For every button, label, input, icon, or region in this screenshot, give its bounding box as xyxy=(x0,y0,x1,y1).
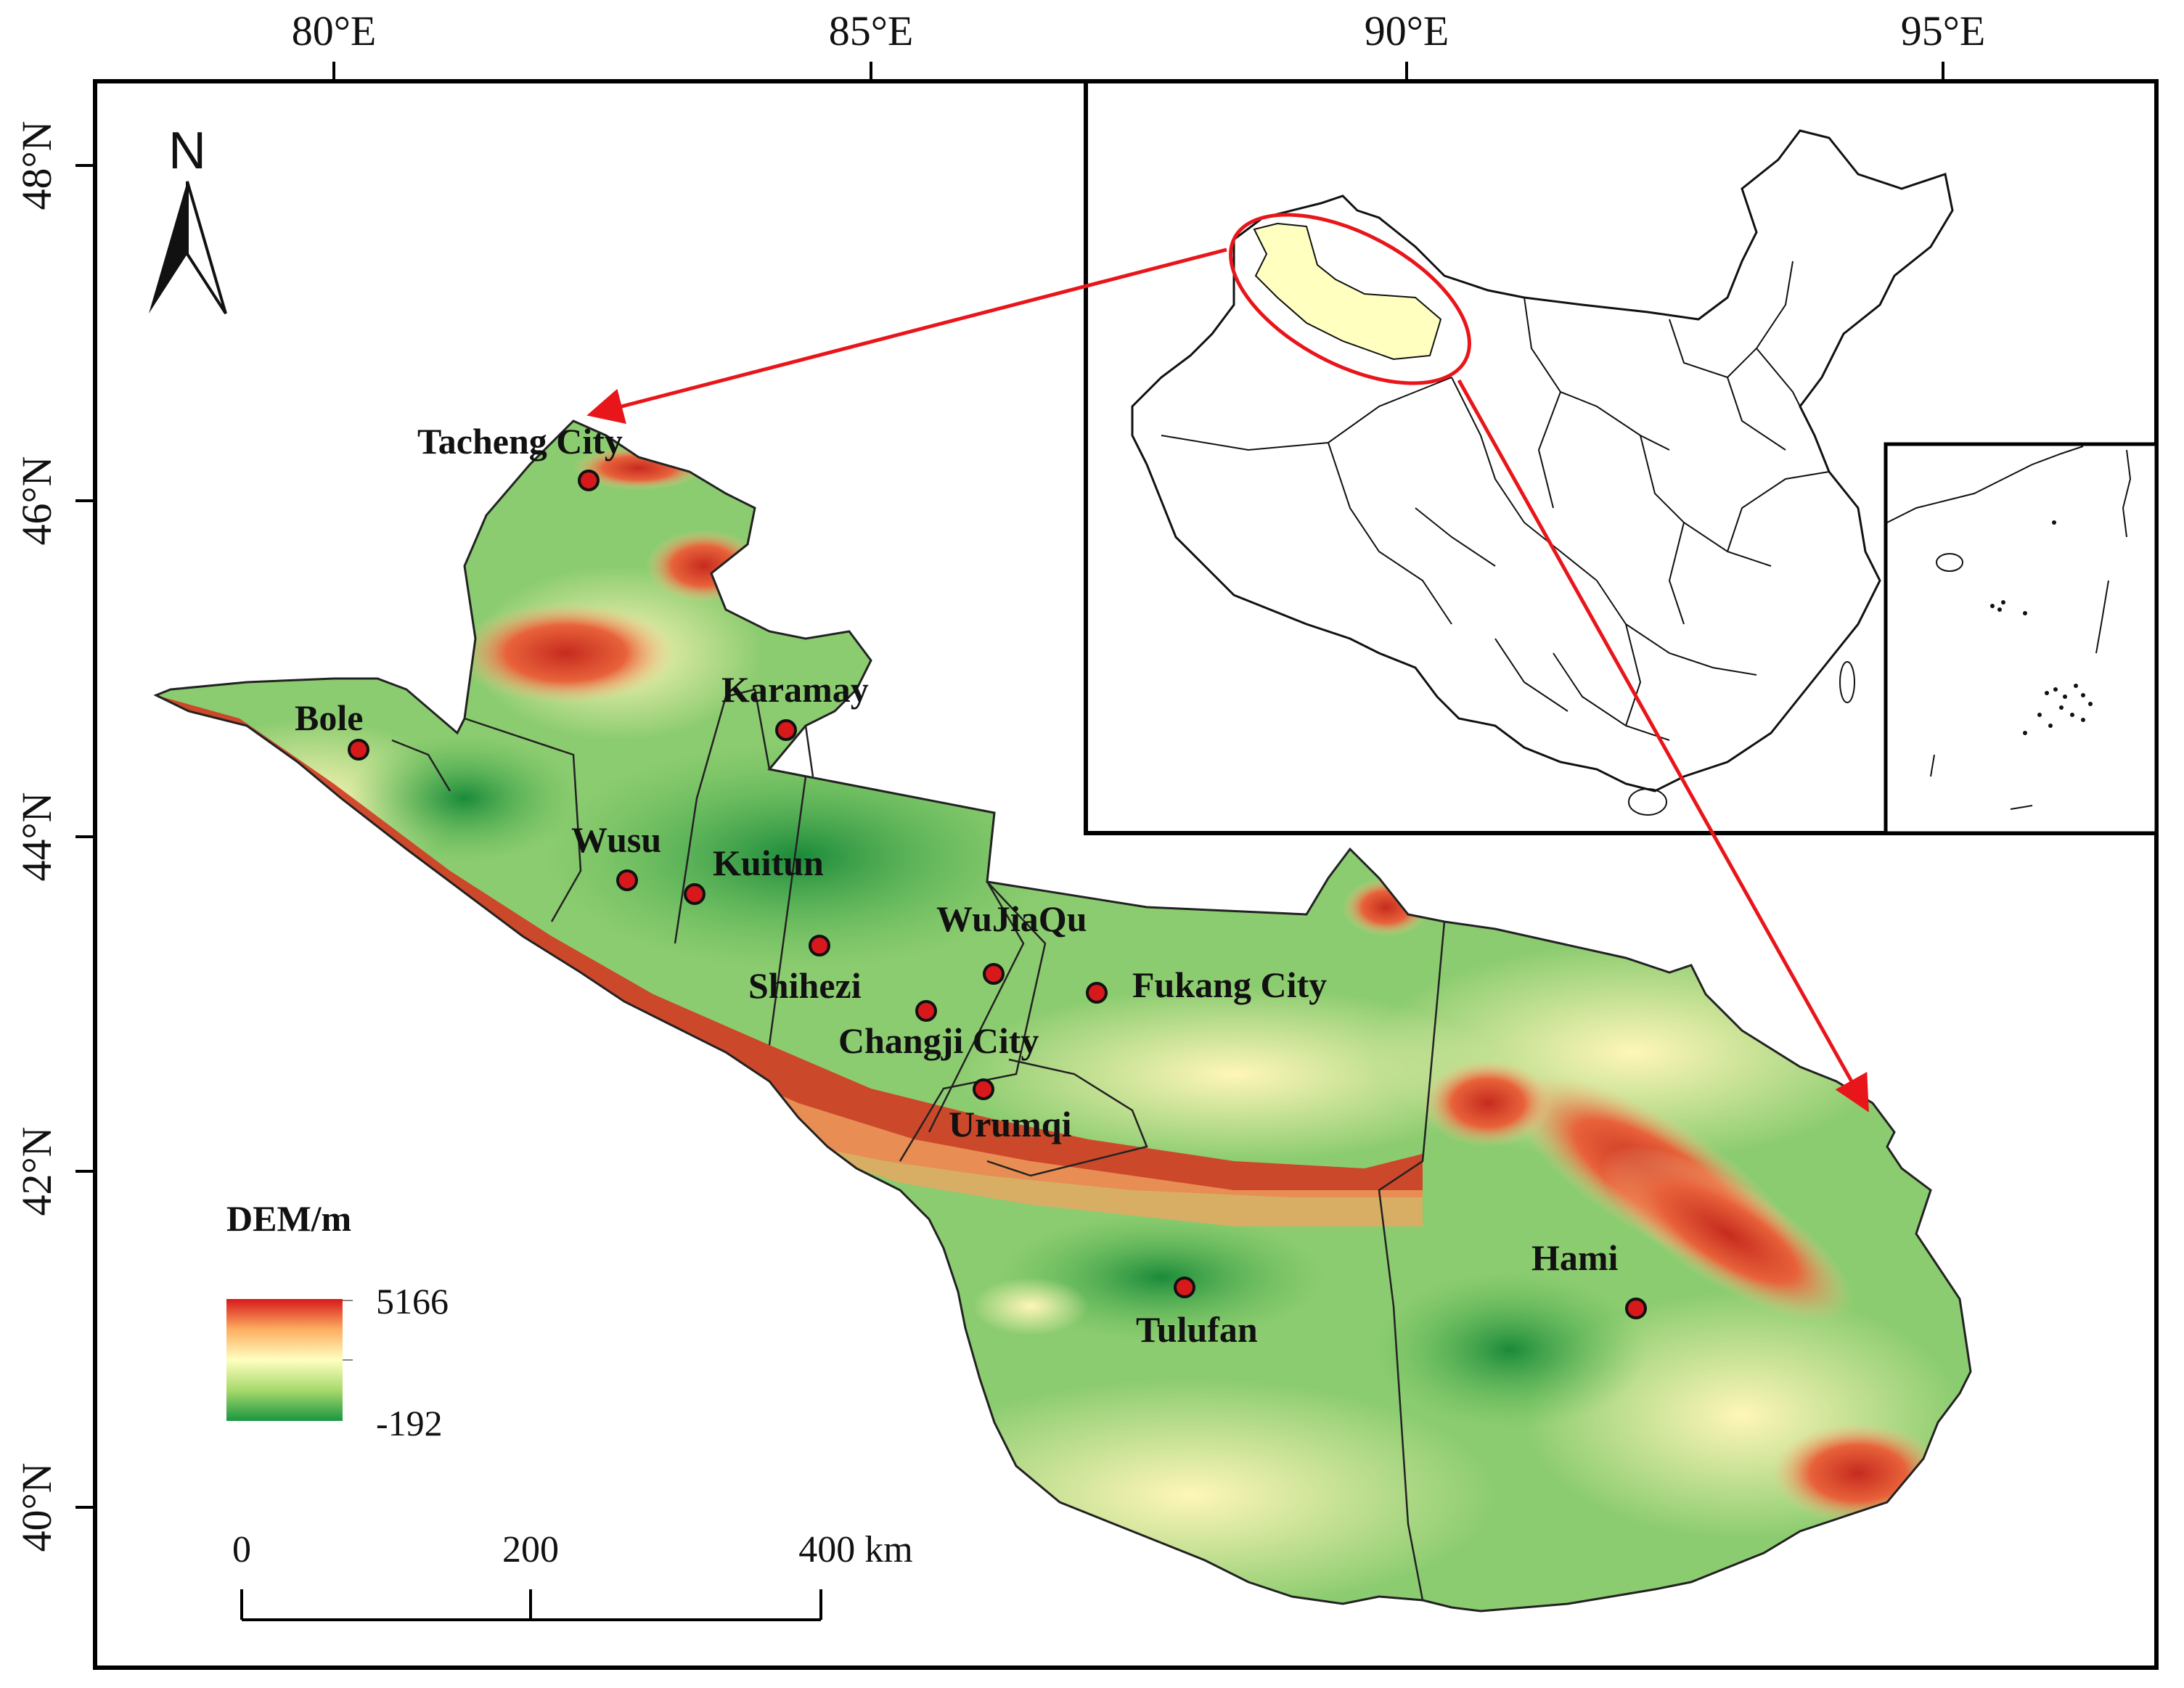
city-marker xyxy=(1086,982,1108,1004)
latitude-label: 42°N xyxy=(13,1126,60,1216)
scale-label: 0 xyxy=(232,1529,251,1570)
city-label-hami: Hami xyxy=(1531,1237,1619,1278)
scale-bar: 0 200 400 km xyxy=(232,1529,913,1621)
taiwan-island xyxy=(1839,661,1855,703)
south-china-sea-inset xyxy=(1884,442,2159,835)
legend-title: DEM/m xyxy=(226,1198,351,1239)
legend-min-value: -192 xyxy=(376,1403,443,1443)
graticule-ticks xyxy=(75,62,1944,1509)
latitude-label: 40°N xyxy=(13,1462,60,1552)
latitude-label: 44°N xyxy=(13,792,60,881)
scale-label: 200 xyxy=(502,1529,559,1570)
city-marker xyxy=(915,1000,937,1022)
city-marker xyxy=(348,739,369,761)
city-marker xyxy=(1625,1298,1647,1319)
city-markers xyxy=(348,470,1647,1319)
north-arrow-icon: N xyxy=(149,122,227,315)
china-outline xyxy=(1131,129,1954,792)
city-marker xyxy=(1174,1277,1195,1298)
china-inset xyxy=(1084,79,2159,835)
city-marker xyxy=(775,719,797,741)
city-label-changji: Changji City xyxy=(838,1020,1039,1061)
city-label-wusu: Wusu xyxy=(571,819,661,860)
city-marker xyxy=(684,883,705,905)
city-label-shihezi: Shihezi xyxy=(748,965,862,1006)
highlighted-study-region xyxy=(1253,222,1442,361)
city-marker xyxy=(616,869,638,891)
longitude-label: 80°E xyxy=(292,7,377,54)
city-label-kuitun: Kuitun xyxy=(713,843,824,883)
city-marker xyxy=(809,935,830,956)
latitude-label: 48°N xyxy=(13,120,60,210)
city-label-bole: Bole xyxy=(295,697,363,738)
north-label: N xyxy=(168,122,206,180)
china-province-lines xyxy=(1161,261,1830,741)
city-label-tulufan: Tulufan xyxy=(1136,1309,1258,1350)
hainan-island xyxy=(1628,788,1667,816)
legend-color-ramp xyxy=(226,1299,343,1421)
longitude-label: 85°E xyxy=(829,7,914,54)
city-label-karamay: Karamay xyxy=(721,669,869,710)
longitude-label: 90°E xyxy=(1365,7,1449,54)
city-label-fukang: Fukang City xyxy=(1132,964,1327,1005)
scale-label: 400 km xyxy=(798,1529,912,1570)
city-marker xyxy=(973,1078,994,1100)
highlight-ellipse xyxy=(1229,213,1471,385)
dem-legend: DEM/m 5166 -192 xyxy=(226,1198,449,1443)
city-label-wujiaqu: WuJiaQu xyxy=(936,898,1087,939)
pointer-arrows xyxy=(586,247,1869,1113)
city-marker xyxy=(983,963,1005,985)
city-label-urumqi: Urumqi xyxy=(949,1104,1072,1144)
city-label-tacheng: Tacheng City xyxy=(417,421,623,462)
latitude-label: 46°N xyxy=(13,456,60,545)
legend-max-value: 5166 xyxy=(376,1281,449,1322)
longitude-label: 95°E xyxy=(1901,7,1986,54)
city-marker xyxy=(578,470,600,491)
